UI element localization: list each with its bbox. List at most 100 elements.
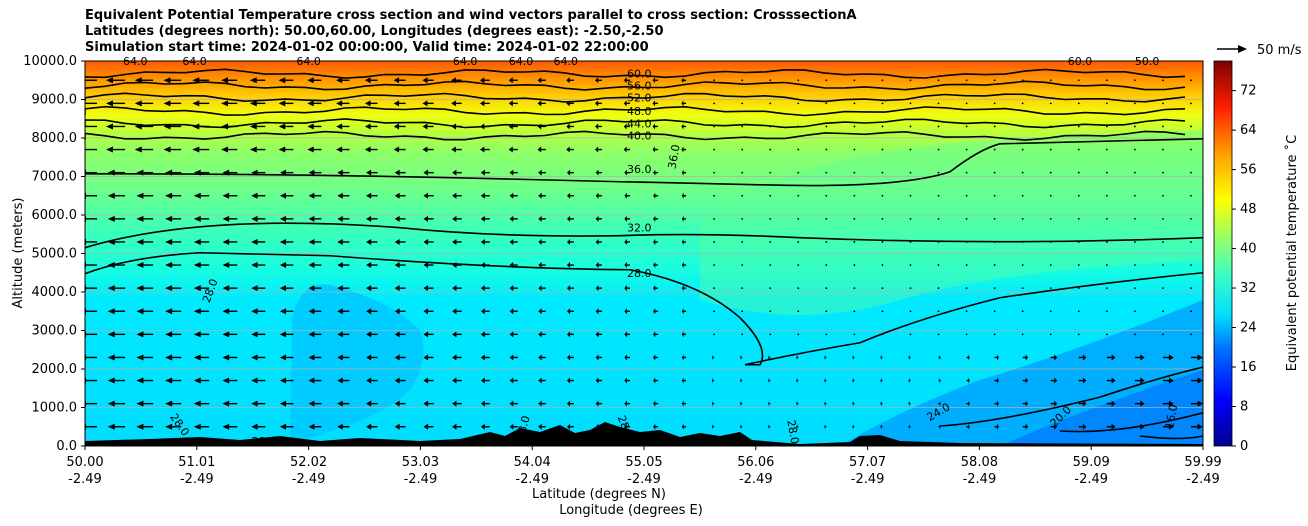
wind-vector-arrowhead (1197, 400, 1203, 407)
wind-vector (881, 217, 884, 220)
wind-vector-arrowhead (712, 423, 714, 430)
wind-vector-arrowhead (193, 238, 201, 245)
wind-vector-arrowhead (1140, 423, 1145, 430)
wind-vector-arrowhead (107, 400, 115, 407)
y-tick-label: 6000.0 (32, 208, 78, 223)
wind-vector-arrowhead (337, 423, 343, 430)
wind-vector-arrowhead (366, 308, 372, 315)
wind-vector (825, 217, 828, 220)
wind-vector (993, 79, 996, 82)
wind-vector-arrowhead (480, 192, 485, 199)
wind-vector-arrowhead (479, 146, 485, 153)
wind-vector-arrowhead (279, 308, 286, 315)
wind-vector (1021, 310, 1024, 313)
wind-vector-arrowhead (653, 400, 656, 407)
wind-vector-arrowhead (595, 285, 599, 292)
wind-vector-arrowhead (165, 192, 173, 199)
wind-vector-arrowhead (740, 400, 742, 407)
wind-vector-arrowhead (653, 215, 656, 222)
wind-vector-arrowhead (1025, 400, 1029, 407)
wind-vector-arrowhead (681, 423, 684, 430)
x-tick-label-longitude: -2.49 (739, 472, 773, 487)
wind-vector-arrowhead (595, 169, 599, 176)
wind-vector-arrowhead (192, 123, 200, 130)
contour-line (1059, 412, 1203, 433)
wind-vector-arrowhead (1054, 423, 1058, 430)
wind-vector (1162, 333, 1164, 336)
wind-vector (881, 194, 884, 197)
wind-vector (713, 333, 716, 336)
wind-vector (1021, 171, 1024, 174)
wind-vector (1077, 125, 1080, 128)
wind-vector (1049, 310, 1052, 313)
wind-vector-arrowhead (480, 377, 485, 384)
wind-vector-arrowhead (824, 354, 826, 361)
wind-vector (909, 148, 912, 151)
wind-vector (1190, 241, 1192, 243)
wind-vector-arrowhead (566, 308, 571, 315)
wind-vector-arrowhead (136, 354, 144, 361)
wind-vector-arrowhead (278, 146, 286, 153)
wind-key-label: 50 m/s (1257, 43, 1302, 58)
wind-vector-arrowhead (222, 169, 230, 176)
contour-lines (85, 68, 1203, 440)
wind-vector-arrowhead (364, 123, 371, 130)
wind-vector-arrowhead (279, 331, 286, 338)
wind-vector-arrowhead (852, 423, 854, 430)
x-tick-label-latitude: 54.04 (514, 455, 551, 470)
wind-vector-arrowhead (134, 123, 142, 130)
wind-vector-arrowhead (997, 354, 999, 361)
wind-vector-arrowhead (222, 215, 230, 222)
wind-vector-arrowhead (653, 285, 656, 292)
wind-vector (1077, 79, 1080, 82)
wind-vector-arrowhead (337, 215, 343, 222)
wind-vector (937, 241, 940, 243)
wind-vector-arrowhead (251, 169, 258, 176)
wind-vector-arrowhead (105, 100, 113, 107)
wind-vector (1021, 148, 1024, 151)
colorbar-ticks: 0 8 16 24 32 40 48 56 64 72 (1232, 84, 1257, 454)
wind-vector (965, 194, 968, 197)
wind-vector-arrowhead (221, 123, 229, 130)
wind-vector-arrowhead (452, 238, 457, 245)
wind-vector-arrowhead (222, 331, 230, 338)
wind-vector-arrowhead (337, 308, 343, 315)
wind-vector-arrowhead (768, 423, 770, 430)
wind-vector (937, 194, 940, 197)
wind-vector-arrowhead (423, 262, 429, 269)
wind-vector-arrowhead (509, 262, 514, 269)
wind-vector-arrowhead (452, 285, 457, 292)
wind-vector-arrowhead (107, 354, 115, 361)
wind-vector (1133, 194, 1136, 197)
wind-vector-arrowhead (452, 423, 457, 430)
wind-vector-arrowhead (364, 77, 371, 84)
wind-vector-arrowhead (939, 377, 941, 384)
wind-vector (965, 171, 968, 174)
wind-vector (993, 194, 996, 197)
wind-vector (937, 79, 940, 82)
wind-vector (909, 333, 912, 336)
wind-vector (1133, 79, 1136, 82)
wind-vector-arrowhead (1082, 423, 1087, 430)
wind-vector (1162, 125, 1164, 128)
wind-vector-arrowhead (538, 262, 542, 269)
wind-vector (769, 171, 772, 174)
wind-vector-arrowhead (623, 123, 627, 130)
wind-vector-arrowhead (595, 123, 599, 130)
wind-vector-arrowhead (423, 308, 429, 315)
wind-vector-arrowhead (997, 423, 999, 430)
wind-vector (741, 310, 744, 313)
wind-vector-arrowhead (222, 238, 230, 245)
wind-vector (769, 79, 772, 82)
wind-vector-arrowhead (249, 146, 257, 153)
colorbar-tick-label: 56 (1240, 163, 1257, 178)
wind-vector-arrowhead (480, 400, 485, 407)
wind-vector-arrowhead (221, 146, 229, 153)
wind-vector (1021, 194, 1024, 197)
wind-vector-arrowhead (623, 77, 627, 84)
wind-vector-arrowhead (508, 146, 513, 153)
wind-vector-arrowhead (251, 331, 258, 338)
wind-vector (741, 287, 744, 290)
wind-vector (1133, 310, 1136, 313)
wind-vector-arrowhead (1197, 423, 1203, 430)
